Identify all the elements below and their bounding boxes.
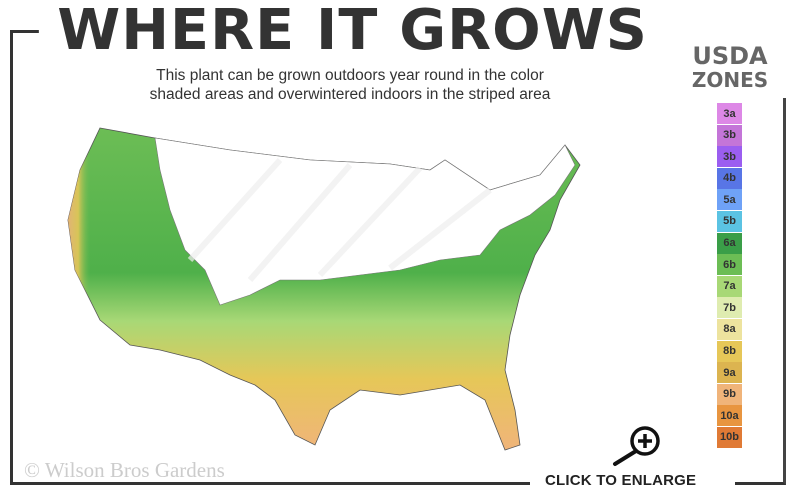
zone-swatch-5b: 5b — [717, 210, 742, 232]
copyright-watermark: © Wilson Bros Gardens — [24, 458, 225, 482]
zone-swatch-7b: 7b — [717, 297, 742, 319]
zone-swatch-8a: 8a — [717, 318, 742, 340]
legend-title-usda: USDA — [692, 42, 768, 70]
zone-swatch-3b: 3b — [717, 124, 742, 146]
description: This plant can be grown outdoors year ro… — [80, 66, 620, 104]
zone-swatch-7a: 7a — [717, 275, 742, 297]
click-to-enlarge-button[interactable]: CLICK TO ENLARGE — [545, 472, 697, 489]
page-title: WHERE IT GROWS — [38, 0, 667, 64]
zone-swatch-8b: 8b — [717, 340, 742, 362]
zone-swatch-3a: 3a — [717, 103, 742, 124]
description-line-1: This plant can be grown outdoors year ro… — [156, 67, 544, 84]
zone-swatch-6b: 6b — [717, 254, 742, 276]
west-coast-warm-zones — [68, 128, 170, 350]
zone-swatch-9b: 9b — [717, 383, 742, 405]
legend-title: USDA ZONES — [680, 44, 780, 92]
zone-swatch-10b: 10b — [717, 426, 742, 448]
usda-zone-map[interactable] — [60, 120, 600, 460]
stripes — [187, 157, 492, 282]
zone-swatch-10a: 10a — [717, 405, 742, 427]
legend-title-background — [658, 28, 788, 98]
description-line-2: shaded areas and overwintered indoors in… — [149, 86, 551, 103]
zone-swatch-9a: 9a — [717, 362, 742, 384]
zone-swatch-5a: 5a — [717, 189, 742, 211]
zone-swatch-4b: 4b — [717, 167, 742, 189]
zone-swatch-3b: 3b — [717, 146, 742, 168]
zone-swatch-6a: 6a — [717, 232, 742, 254]
enlarge-background — [530, 470, 735, 500]
legend-title-zones: ZONES — [691, 68, 769, 92]
magnifier-plus-icon[interactable] — [608, 424, 668, 468]
zone-legend: 3a 3b 3b 4b 5a 5b 6a 6b 7a 7b 8a 8b 9a 9b 10a 10b — [717, 103, 742, 449]
